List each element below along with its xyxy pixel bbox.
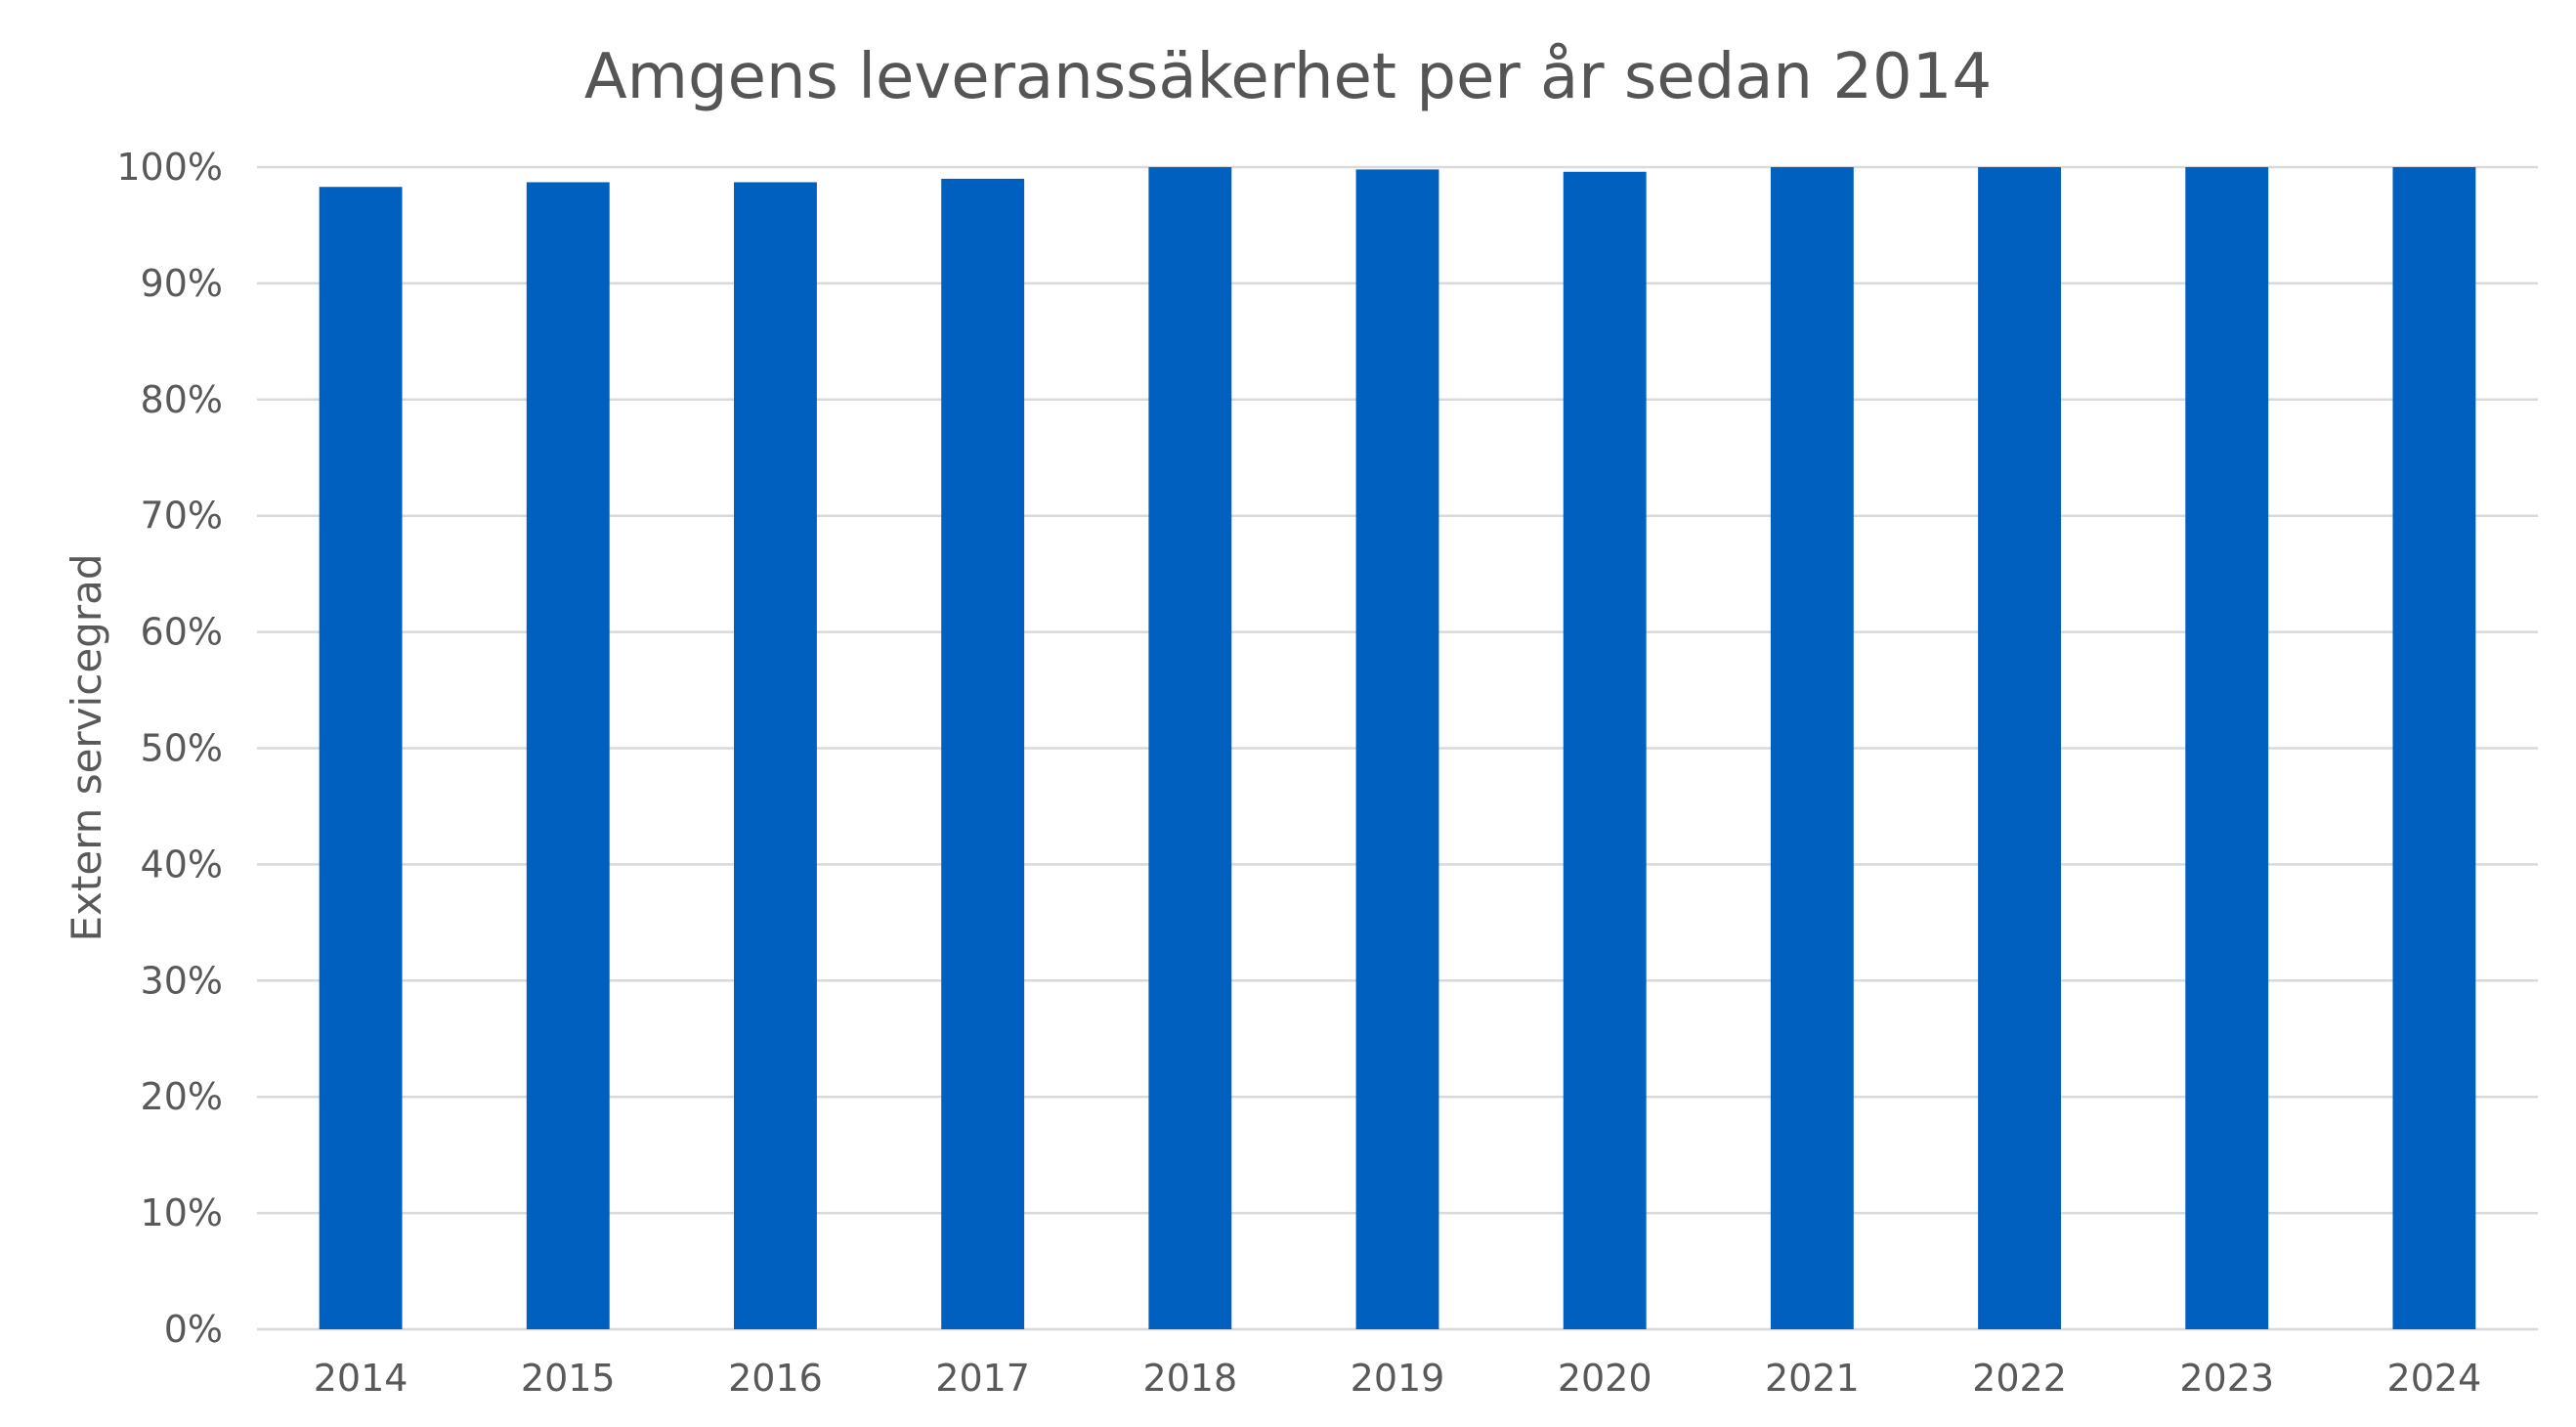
- y-tick-label: 80%: [141, 378, 223, 421]
- bars: [319, 167, 2476, 1330]
- bar-2014: [319, 187, 403, 1329]
- x-tick-label: 2014: [314, 1357, 408, 1400]
- y-axis-title: Extern servicegrad: [63, 554, 110, 942]
- bar-2018: [1148, 167, 1232, 1329]
- y-tick-label: 70%: [141, 495, 223, 538]
- bar-2023: [2185, 167, 2269, 1329]
- y-tick-label: 40%: [141, 843, 223, 886]
- y-tick-label: 10%: [141, 1191, 223, 1234]
- bar-2022: [1978, 167, 2061, 1329]
- bar-2021: [1770, 167, 1854, 1329]
- y-tick-label: 30%: [141, 959, 223, 1002]
- y-tick-labels: 0% 10% 20% 30% 40% 50% 60% 70% 80% 90% 100%: [116, 146, 223, 1351]
- bar-2019: [1355, 169, 1439, 1329]
- bar-2024: [2392, 167, 2476, 1329]
- y-tick-label: 50%: [141, 727, 223, 770]
- y-tick-label: 0%: [164, 1308, 223, 1351]
- chart-title: Amgens leveranssäkerhet per år sedan 201…: [584, 41, 1992, 113]
- y-tick-label: 60%: [141, 611, 223, 654]
- x-tick-label: 2020: [1558, 1357, 1653, 1400]
- x-tick-label: 2022: [1972, 1357, 2067, 1400]
- y-tick-label: 100%: [116, 146, 223, 189]
- y-tick-label: 20%: [141, 1075, 223, 1118]
- x-tick-label: 2021: [1765, 1357, 1860, 1400]
- bar-2017: [941, 178, 1025, 1329]
- x-tick-labels: 2014 2015 2016 2017 2018 2019 2020 2021 2022 2023…: [314, 1357, 2482, 1400]
- bar-2015: [526, 182, 610, 1329]
- x-tick-label: 2019: [1351, 1357, 1445, 1400]
- x-tick-label: 2023: [2179, 1357, 2274, 1400]
- x-tick-label: 2017: [935, 1357, 1030, 1400]
- x-tick-label: 2016: [728, 1357, 823, 1400]
- bar-2016: [734, 182, 817, 1329]
- x-tick-label: 2024: [2387, 1357, 2482, 1400]
- bar-2020: [1563, 171, 1647, 1330]
- y-tick-label: 90%: [141, 262, 223, 305]
- x-tick-label: 2018: [1142, 1357, 1237, 1400]
- x-tick-label: 2015: [521, 1357, 616, 1400]
